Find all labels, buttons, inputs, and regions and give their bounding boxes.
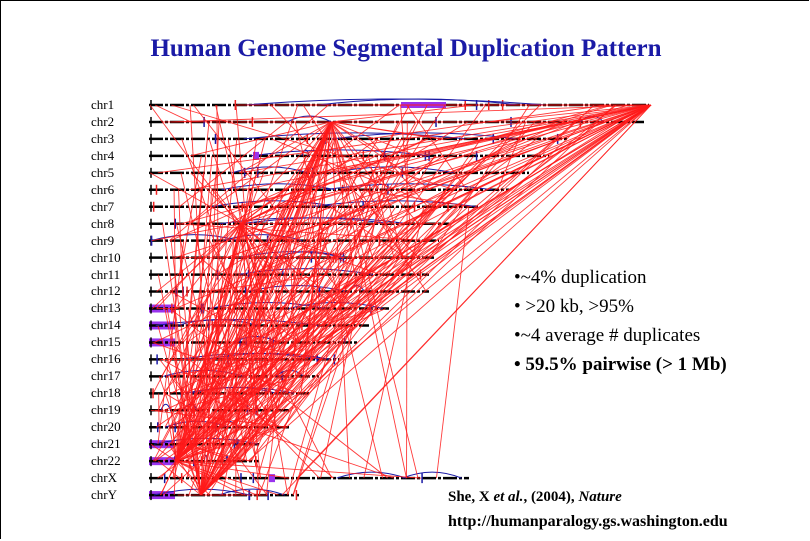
slide-title: Human Genome Segmental Duplication Patte… [1,35,810,63]
chromosome-label: chr13 [91,300,121,317]
chromosome-label: chr17 [91,368,121,385]
chromosome-label: chr3 [91,131,121,148]
intrachromosomal-arc [245,99,546,105]
chromosome-label: chr14 [91,317,121,334]
chromosome-label: chr8 [91,216,121,233]
citation-year: , (2004), [523,489,578,505]
chromosome-label: chrY [91,487,121,504]
chromosome-label: chr11 [91,267,121,284]
chromosome-label: chrX [91,470,121,487]
citation-journal: Nature [578,489,621,505]
url: http://humanparalogy.gs.washington.edu [448,513,728,531]
chromosome-label: chr15 [91,334,121,351]
chromosome-label: chr4 [91,148,121,165]
chromosome-label: chr7 [91,199,121,216]
chromosome-label: chr18 [91,385,121,402]
chromosome-label: chr21 [91,436,121,453]
bullet: •~4% duplication [514,263,727,292]
chromosome-label: chr6 [91,182,121,199]
bullet-list: •~4% duplication • >20 kb, >95% •~4 aver… [514,263,727,379]
chromosome-label: chr2 [91,114,121,131]
chromosome-label: chr16 [91,351,121,368]
citation-authors: She, X [448,489,493,505]
bullet: •~4 average # duplicates [514,321,727,350]
chromosome-label: chr10 [91,250,121,267]
bullet: • 59.5% pairwise (> 1 Mb) [514,350,727,379]
chromosome-label: chr1 [91,97,121,114]
chromosome-label: chr19 [91,402,121,419]
chromosome-label: chr12 [91,283,121,300]
chromosome-label: chr5 [91,165,121,182]
citation-etal: et al. [493,489,523,505]
chromosome-label: chr22 [91,453,121,470]
bullet: • >20 kb, >95% [514,292,727,321]
chromosome-label: chr9 [91,233,121,250]
chromosome-label: chr20 [91,419,121,436]
citation: She, X et al., (2004), Nature [448,489,622,506]
